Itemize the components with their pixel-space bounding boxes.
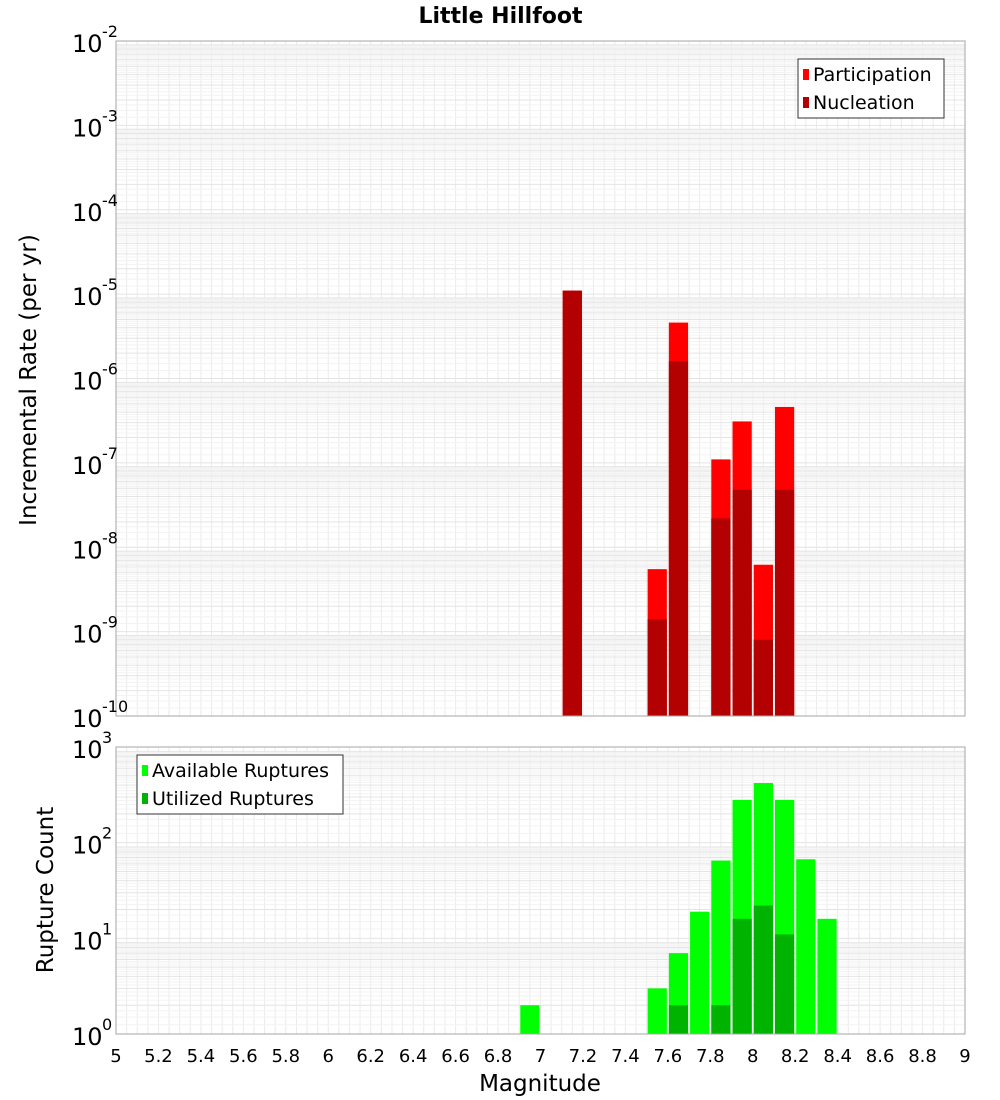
y-tick-label: 10 — [72, 621, 103, 649]
y-tick-label: 10 — [72, 536, 103, 564]
series-nucleation — [562, 290, 795, 716]
x-tick-label: 6.6 — [441, 1046, 470, 1067]
legend-swatch — [803, 69, 809, 80]
y-tick-exponent: 1 — [102, 919, 112, 938]
legend-label: Available Ruptures — [152, 760, 329, 782]
x-tick-label: 6.4 — [399, 1046, 428, 1067]
x-tick-label: 7.6 — [654, 1046, 683, 1067]
bar-nucleation — [647, 619, 667, 716]
y-tick-label: 10 — [72, 283, 103, 311]
y-tick-exponent: -4 — [102, 191, 118, 210]
x-tick-label: 8 — [747, 1046, 758, 1067]
x-tick-labels: 5 5.2 5.4 5.6 5.8 6 6.2 6.4 6.6 6.8 7 7.2 7.4 7.6 7.8 8… — [110, 1046, 970, 1067]
y-tick-exponent: -3 — [102, 106, 118, 125]
bar-nucleation — [774, 489, 795, 716]
y-tick-exponent: 2 — [102, 824, 112, 843]
y-tick-exponent: -5 — [102, 275, 118, 294]
x-tick-label: 6.8 — [484, 1046, 513, 1067]
legend-label: Utilized Ruptures — [152, 788, 314, 810]
y-tick-label: 10 — [72, 1023, 103, 1051]
legend: Participation Nucleation — [797, 58, 945, 119]
x-tick-label: 6 — [323, 1046, 334, 1067]
bar-available-ruptures — [711, 860, 731, 1034]
y-tick-exponent: -7 — [102, 444, 118, 463]
plot-border — [115, 40, 966, 717]
x-tick-label: 8.2 — [781, 1046, 810, 1067]
x-tick-label: 8.4 — [823, 1046, 852, 1067]
y-tick-label: 10 — [72, 705, 103, 733]
bar-utilized-ruptures — [668, 1005, 689, 1034]
y-tick-label: 10 — [72, 927, 103, 955]
y-tick-exponent: -6 — [102, 360, 118, 379]
y-tick-label: 10 — [72, 114, 103, 142]
legend-swatch — [142, 765, 148, 776]
x-tick-label: 8.6 — [866, 1046, 895, 1067]
bar-nucleation — [732, 489, 752, 716]
y-tick-exponent: 3 — [102, 728, 112, 747]
y-tick-label: 10 — [72, 199, 103, 227]
x-tick-label: 5.4 — [187, 1046, 216, 1067]
bar-nucleation — [668, 361, 689, 716]
x-tick-label: 7 — [535, 1046, 546, 1067]
bar-nucleation — [562, 290, 582, 716]
legend-box — [797, 58, 945, 119]
y-tick-label: 10 — [72, 452, 103, 480]
bar-utilized-ruptures — [711, 1005, 731, 1034]
bar-utilized-ruptures — [774, 934, 795, 1034]
x-tick-label: 8.8 — [908, 1046, 937, 1067]
x-tick-label: 5 — [110, 1046, 121, 1067]
x-tick-label: 5.8 — [271, 1046, 300, 1067]
x-tick-label: 5.6 — [229, 1046, 258, 1067]
legend-label: Nucleation — [813, 92, 915, 114]
gridlines — [115, 41, 966, 717]
legend-label: Participation — [813, 64, 932, 86]
x-tick-label: 7.4 — [611, 1046, 640, 1067]
plot-border — [115, 746, 966, 1035]
y-tick-label: 10 — [72, 368, 103, 396]
x-tick-label: 7.2 — [569, 1046, 598, 1067]
y-tick-exponent: -8 — [102, 528, 118, 547]
y-axis-label: Incremental Rate (per yr) — [16, 234, 42, 526]
legend-swatch — [142, 793, 148, 804]
x-tick-label: 7.8 — [696, 1046, 725, 1067]
bar-available-ruptures — [520, 1005, 540, 1034]
y-tick-exponent: -9 — [102, 613, 118, 632]
bar-available-ruptures — [647, 988, 667, 1034]
legend-box — [136, 754, 344, 815]
bar-utilized-ruptures — [753, 905, 773, 1034]
bar-nucleation — [711, 518, 731, 716]
chart-title: Little Hillfoot — [418, 4, 583, 29]
series-utilized-ruptures — [668, 905, 795, 1034]
y-tick-label: 10 — [72, 832, 103, 860]
y-axis-label: Rupture Count — [33, 807, 59, 973]
bar-nucleation — [753, 639, 773, 716]
bar-available-ruptures — [796, 859, 816, 1034]
y-tick-exponent: 0 — [102, 1015, 112, 1034]
legend-swatch — [803, 97, 809, 108]
x-axis-label: Magnitude — [479, 1071, 601, 1097]
x-tick-label: 9 — [959, 1046, 970, 1067]
bar-utilized-ruptures — [732, 918, 752, 1034]
y-tick-label: 10 — [72, 736, 103, 764]
y-tick-label: 10 — [72, 30, 103, 58]
bar-available-ruptures — [690, 911, 710, 1034]
x-tick-label: 6.2 — [356, 1046, 385, 1067]
bar-available-ruptures — [817, 918, 837, 1034]
x-tick-label: 5.2 — [144, 1046, 173, 1067]
y-tick-exponent: -2 — [102, 22, 118, 41]
y-tick-exponent: -10 — [102, 697, 128, 716]
legend: Available Ruptures Utilized Ruptures — [136, 754, 344, 815]
